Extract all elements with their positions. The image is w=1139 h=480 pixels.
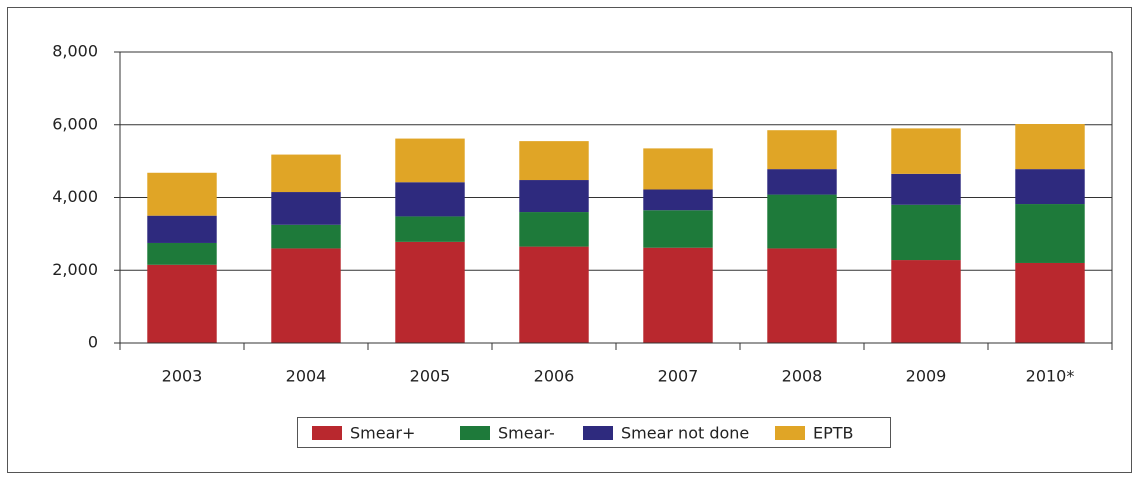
bar-segment xyxy=(1015,169,1085,205)
legend-label: Smear- xyxy=(498,424,555,443)
y-tick-label: 4,000 xyxy=(52,187,98,206)
x-tick-label: 2007 xyxy=(658,367,699,386)
bar-segment xyxy=(1015,262,1085,343)
y-tick-label: 0 xyxy=(88,333,98,352)
bar-segment xyxy=(395,216,465,242)
legend-swatch xyxy=(775,426,805,440)
bar-segment xyxy=(1015,204,1085,263)
legend-swatch xyxy=(312,426,342,440)
x-tick-label: 2003 xyxy=(162,367,203,386)
y-tick-label: 2,000 xyxy=(52,260,98,279)
x-tick-label: 2008 xyxy=(782,367,823,386)
bar-segment xyxy=(891,173,961,205)
bar-segment xyxy=(395,138,465,183)
x-tick-label: 2006 xyxy=(534,367,575,386)
legend-swatch xyxy=(460,426,490,440)
bar-segment xyxy=(519,180,589,213)
legend-label: EPTB xyxy=(813,424,854,443)
bar-segment xyxy=(519,246,589,343)
bar-segment xyxy=(643,247,713,343)
bar-segment xyxy=(891,128,961,174)
bar-segment xyxy=(147,264,217,343)
bar-segment xyxy=(147,215,217,243)
bar-segment xyxy=(891,260,961,343)
chart-border xyxy=(7,7,1132,473)
y-tick-label: 8,000 xyxy=(52,42,98,61)
bar-segment xyxy=(271,154,341,193)
legend-label: Smear not done xyxy=(621,424,749,443)
bar-segment xyxy=(395,241,465,343)
bar-segment xyxy=(767,248,837,343)
bar-segment xyxy=(767,169,837,195)
bar-segment xyxy=(643,189,713,211)
legend-label: Smear+ xyxy=(350,424,415,443)
bar-segment xyxy=(271,224,341,249)
bar-segment xyxy=(767,130,837,170)
bar-segment xyxy=(395,182,465,217)
bar-segment xyxy=(519,141,589,181)
bar-segment xyxy=(147,242,217,265)
x-tick-label: 2004 xyxy=(286,367,327,386)
bar-segment xyxy=(271,192,341,225)
bar-segment xyxy=(271,248,341,343)
bar-segment xyxy=(643,148,713,190)
bar-segment xyxy=(1015,124,1085,170)
bar-segment xyxy=(519,212,589,247)
bar-segment xyxy=(767,194,837,249)
y-tick-label: 6,000 xyxy=(52,114,98,133)
x-tick-label: 2009 xyxy=(906,367,947,386)
legend-swatch xyxy=(583,426,613,440)
bar-segment xyxy=(643,210,713,248)
x-tick-label: 2010* xyxy=(1026,367,1075,386)
bar-segment xyxy=(147,172,217,216)
x-tick-label: 2005 xyxy=(410,367,451,386)
bar-segment xyxy=(891,204,961,261)
legend-box xyxy=(297,417,891,448)
